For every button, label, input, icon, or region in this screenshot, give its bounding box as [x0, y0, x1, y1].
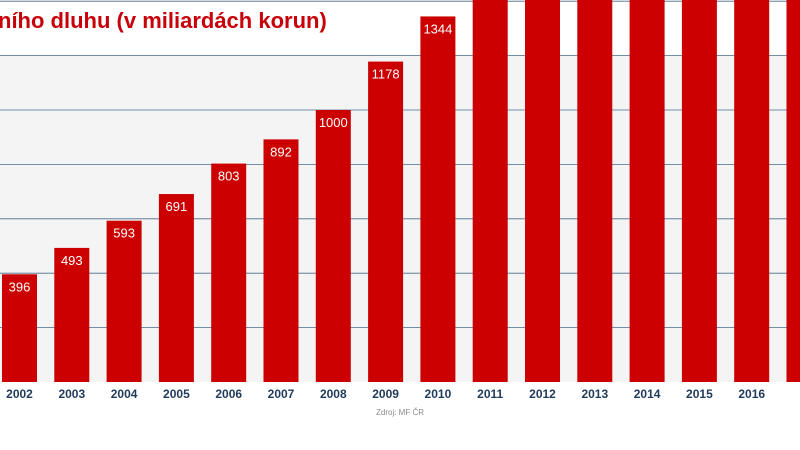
value-label: 1000 [319, 115, 348, 130]
value-label: 1344 [423, 21, 452, 36]
bar [734, 0, 770, 382]
bar [315, 110, 351, 382]
x-tick-label: 2003 [58, 387, 85, 401]
chart-title: ního dluhu (v miliardách korun) [0, 8, 327, 33]
bars [2, 0, 800, 383]
bar [106, 220, 142, 382]
bar [681, 0, 717, 382]
x-tick-label: 2008 [320, 387, 347, 401]
x-tick-label: 2006 [215, 387, 242, 401]
x-tick-label: 2004 [111, 387, 138, 401]
bar [472, 0, 508, 382]
x-tick-label: 2005 [163, 387, 190, 401]
x-tick-label: 2002 [6, 387, 33, 401]
bar [54, 247, 90, 382]
x-tick-label: 2011 [477, 387, 503, 401]
x-tick-label: 2012 [529, 387, 556, 401]
value-label: 396 [9, 279, 31, 294]
x-tick-label: 2007 [268, 387, 295, 401]
value-label: 493 [61, 253, 83, 268]
bar [786, 0, 800, 382]
bar [368, 61, 404, 383]
x-tick-label: 2015 [686, 387, 713, 401]
x-tick-labels: 2002 2003 2004 2005 2006 2007 2008 2009 2010 2011… [6, 387, 765, 401]
value-label: 1178 [372, 67, 400, 82]
bar [2, 274, 37, 382]
value-label: 691 [166, 199, 188, 214]
value-labels: 3964935936918038921000117813441499166816… [9, 21, 453, 294]
value-label: 593 [113, 226, 135, 241]
x-tick-label: 2013 [581, 387, 608, 401]
bar [420, 16, 456, 382]
bar [525, 0, 560, 382]
x-tick-label: 2009 [372, 387, 399, 401]
value-label: 803 [218, 169, 240, 184]
x-tick-label: 2016 [738, 387, 765, 401]
value-label: 892 [270, 144, 292, 159]
x-tick-label: 2010 [425, 387, 452, 401]
source-note: Zdroj: MF ČR [376, 408, 424, 417]
x-tick-label: 2014 [634, 387, 661, 401]
bar [577, 0, 613, 382]
bar [158, 194, 194, 382]
bar [263, 139, 299, 382]
bar [211, 163, 247, 382]
bar [629, 0, 665, 382]
